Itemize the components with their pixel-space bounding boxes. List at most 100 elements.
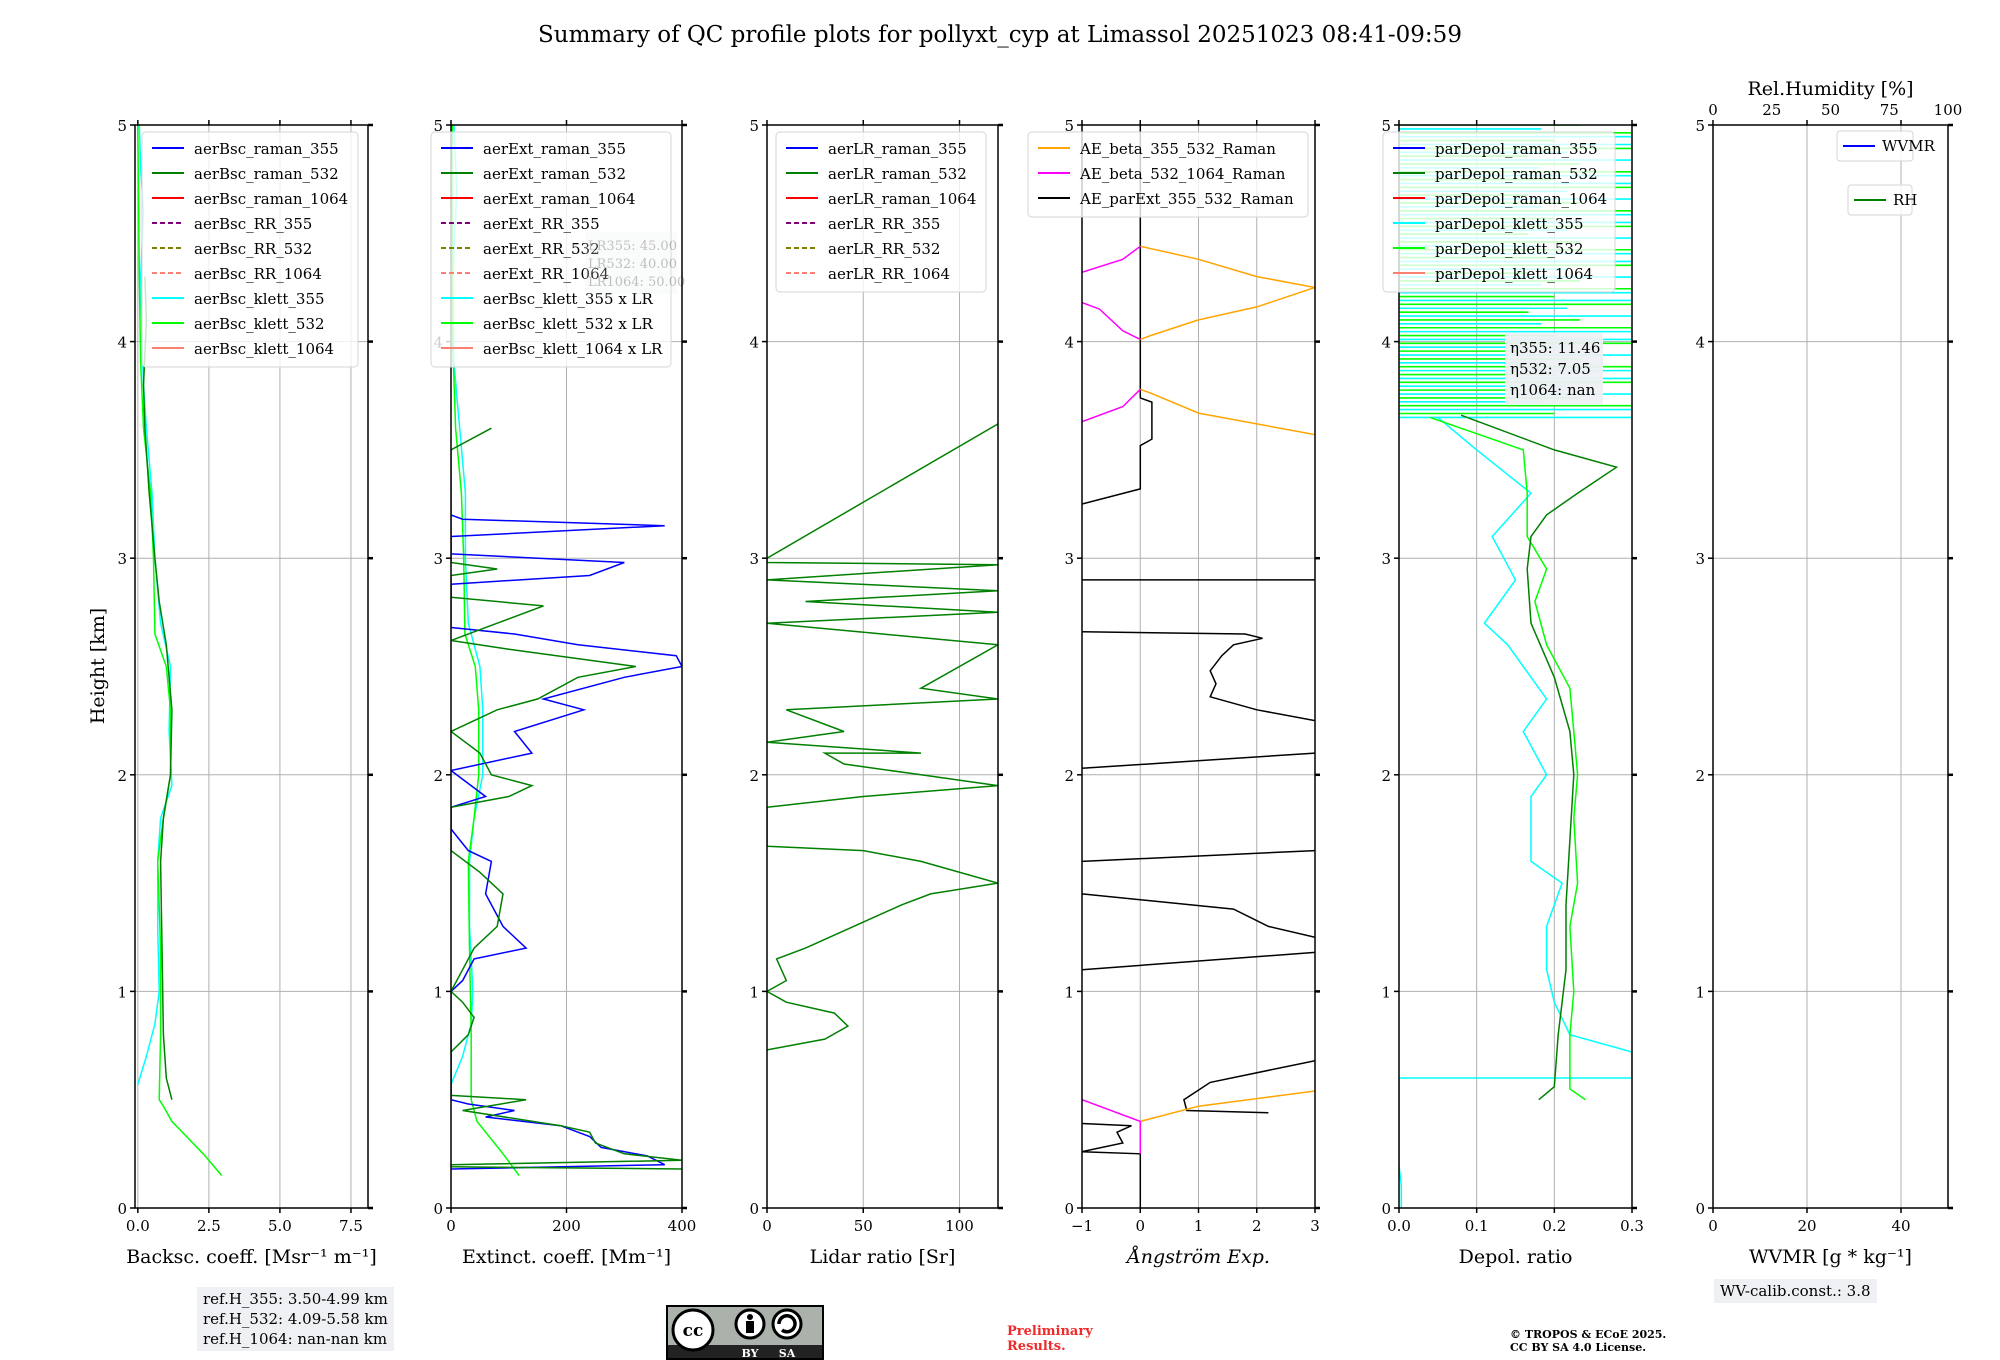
axes-frame [1398, 124, 1633, 1209]
legend-label: aerBsc_klett_1064 [194, 340, 334, 358]
annotation-line: LR1064: 50.00 [588, 275, 685, 290]
y-tick-label: 5 [433, 117, 443, 135]
legend-label: aerBsc_RR_1064 [194, 265, 322, 283]
x-tick-label: 20 [1797, 1217, 1816, 1235]
top-tick-label: 0 [1708, 101, 1718, 119]
y-tick-label: 5 [749, 117, 759, 135]
y-tick-label: 0 [1381, 1200, 1391, 1218]
series-parDepol_klett_355 [1399, 416, 1632, 1208]
legend-label: parDepol_raman_532 [1435, 165, 1598, 183]
legend-label: parDepol_klett_532 [1435, 240, 1584, 258]
series-AE_parExt_355_532_Raman_e [1082, 849, 1315, 863]
y-tick-label: 0 [117, 1200, 127, 1218]
x-tick-label: 5.0 [268, 1217, 292, 1235]
y-axis-label: Height [km] [87, 608, 109, 724]
wv-calibration-note: WV-calib.const.: 3.8 [1714, 1279, 1877, 1303]
series-AE_beta_532_1064_Raman_c [1082, 301, 1141, 341]
legend-label: aerLR_raman_1064 [828, 190, 976, 208]
legend-label: parDepol_raman_355 [1435, 140, 1598, 158]
x-tick-label: 2 [1252, 1217, 1262, 1235]
legend-label: aerBsc_klett_355 [194, 290, 325, 308]
annotation-line: LR532: 40.00 [588, 257, 677, 272]
annotation-line: LR355: 45.00 [588, 239, 677, 254]
reference-height-box: ref.H_355: 3.50-4.99 km ref.H_532: 4.09-… [197, 1287, 394, 1351]
y-tick-label: 3 [117, 550, 127, 568]
series-AE_beta_355_532_Raman [1140, 1090, 1315, 1123]
x-tick-label: 0.1 [1465, 1217, 1489, 1235]
plot-area [137, 125, 223, 1176]
x-tick-label: 40 [1891, 1217, 1910, 1235]
x-axis-label: Depol. ratio [1459, 1246, 1573, 1268]
series-aerExt_raman_355 [451, 514, 682, 1170]
series-parDepol_raman_532 [1460, 414, 1619, 1101]
x-tick-label: 200 [552, 1217, 581, 1235]
legend-label: RH [1893, 191, 1917, 209]
x-axis-label: Backsc. coeff. [Msr⁻¹ m⁻¹] [126, 1246, 377, 1268]
ref-height-1064: ref.H_1064: nan-nan km [203, 1330, 388, 1348]
cc-by-sa-badge: cc BY SA [666, 1305, 824, 1360]
y-tick-label: 4 [117, 334, 127, 352]
legend-label: aerExt_RR_532 [483, 240, 600, 258]
y-tick-label: 2 [433, 767, 443, 785]
y-tick-label: 2 [1695, 767, 1705, 785]
x-axis-label: Lidar ratio [Sr] [810, 1246, 956, 1268]
y-tick-label: 4 [1381, 334, 1391, 352]
x-tick-label: 100 [945, 1217, 974, 1235]
x-tick-label: 0.0 [1387, 1217, 1411, 1235]
top-tick-label: 75 [1880, 101, 1899, 119]
series-AE_beta_355_532_Raman_c [1140, 245, 1315, 341]
annotation-line: η1064: nan [1510, 381, 1596, 399]
ref-height-532: ref.H_532: 4.09-5.58 km [203, 1310, 388, 1328]
y-tick-label: 3 [1695, 550, 1705, 568]
x-tick-label: 400 [668, 1217, 697, 1235]
y-tick-label: 5 [1381, 117, 1391, 135]
y-tick-label: 1 [433, 983, 443, 1001]
legend-label: aerBsc_klett_532 x LR [483, 315, 654, 333]
legend-label: AE_beta_532_1064_Raman [1079, 165, 1286, 183]
legend-label: aerLR_RR_532 [828, 240, 940, 258]
y-tick-label: 4 [1064, 334, 1074, 352]
top-tick-label: 25 [1762, 101, 1781, 119]
legend-label: aerExt_RR_355 [483, 215, 600, 233]
plot-area [767, 423, 998, 1051]
y-tick-label: 1 [1064, 983, 1074, 1001]
y-tick-label: 3 [433, 550, 443, 568]
legend-label: aerBsc_RR_532 [194, 240, 312, 258]
series-AE_beta_532_1064_Raman [1082, 1098, 1142, 1154]
panel-ext: 0123450200400Extinct. coeff. [Mm⁻¹]aerEx… [430, 117, 697, 1268]
series-parDepol_klett_532 [1429, 416, 1586, 1101]
top-tick-label: 50 [1821, 101, 1840, 119]
legend-label: aerLR_raman_355 [828, 140, 967, 158]
series-AE_parExt_355_532_Raman_c [1082, 951, 1315, 971]
annotation-line: η355: 11.46 [1510, 339, 1600, 357]
ref-height-355: ref.H_355: 3.50-4.99 km [203, 1290, 388, 1308]
legend-label: aerExt_RR_1064 [483, 265, 609, 283]
legend-box [430, 131, 672, 368]
legend-label: aerExt_raman_355 [483, 140, 626, 158]
figure-title: Summary of QC profile plots for pollyxt_… [538, 22, 1462, 48]
svg-text:BY: BY [742, 1347, 759, 1360]
y-tick-label: 2 [749, 767, 759, 785]
legend-label: aerBsc_RR_355 [194, 215, 312, 233]
legend-label: aerBsc_raman_1064 [194, 190, 348, 208]
x-axis-label: WVMR [g * kg⁻¹] [1749, 1246, 1912, 1268]
series-aerBsc_raman_532 [142, 276, 173, 1100]
x-tick-label: 0 [1708, 1217, 1718, 1235]
legend-box [1382, 131, 1616, 293]
preliminary-results-note: Preliminary Results. [1007, 1324, 1093, 1354]
copyright-note: © TROPOS & ECoE 2025. CC BY SA 4.0 Licen… [1510, 1328, 1666, 1354]
y-tick-label: 4 [749, 334, 759, 352]
top-tick-label: 100 [1934, 101, 1963, 119]
y-tick-label: 1 [749, 983, 759, 1001]
series-AE_parExt_355_532_Raman_f [1082, 752, 1315, 770]
y-tick-label: 1 [1381, 983, 1391, 1001]
y-tick-label: 0 [749, 1200, 759, 1218]
legend-label: aerExt_raman_532 [483, 165, 626, 183]
y-tick-label: 1 [117, 983, 127, 1001]
panel-depol: 0 1 2 3 4 5 0.0 0.1 0.2 0.3 Depol. ratio parDepol_r… [1381, 117, 1643, 1268]
y-tick-label: 2 [117, 767, 127, 785]
x-tick-label: 0 [762, 1217, 772, 1235]
